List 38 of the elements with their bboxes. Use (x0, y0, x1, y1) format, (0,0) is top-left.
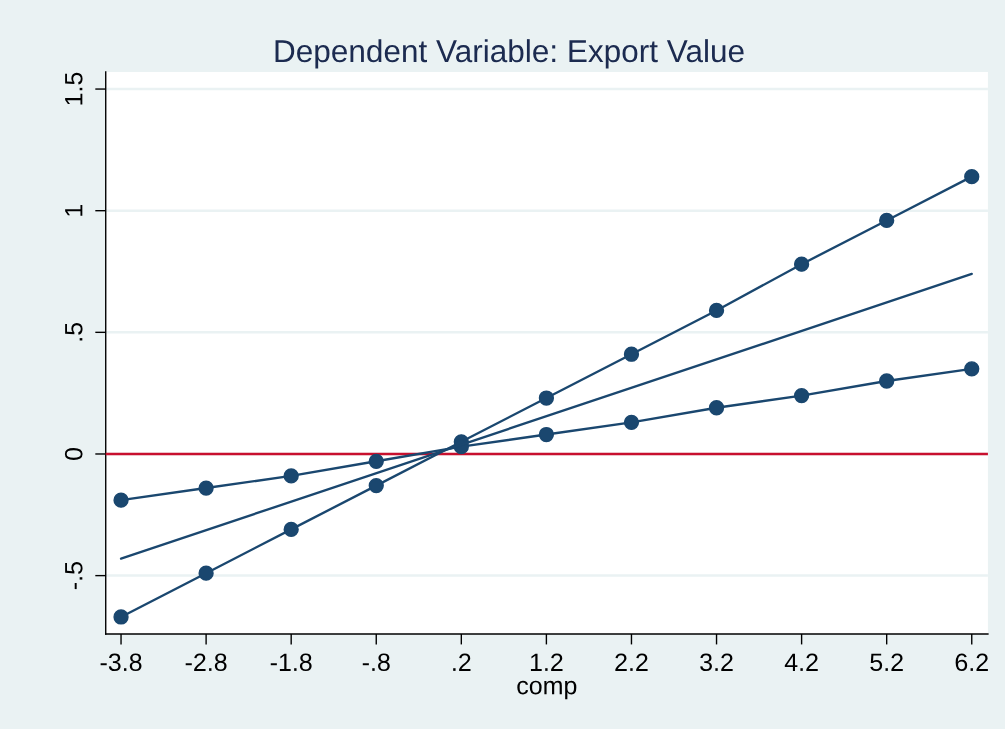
point (623, 346, 640, 362)
point (623, 414, 640, 430)
x-tick-label: 6.2 (955, 653, 988, 672)
x-tick-label: .2 (453, 653, 471, 671)
x-tick-label: -2.8 (185, 653, 227, 672)
y-tick-label: 0 (64, 448, 83, 460)
x-tick-label: 2.2 (615, 653, 648, 671)
point (198, 480, 214, 496)
x-tick-label: -1.8 (270, 653, 312, 672)
point (368, 477, 384, 494)
point (283, 521, 299, 538)
point (879, 373, 895, 389)
x-tick-label: -.8 (362, 653, 390, 672)
point (964, 168, 980, 185)
point (964, 361, 980, 377)
point (879, 212, 895, 229)
point (368, 453, 384, 469)
x-tick-label: 1.2 (530, 653, 563, 671)
x-tick-label: 3.2 (700, 653, 733, 672)
point (538, 426, 555, 443)
y-tick-label: 1 (65, 204, 83, 216)
x-tick-label: 4.2 (784, 653, 818, 671)
x-axis-title: comp (517, 680, 577, 700)
y-tick-label: -.5 (65, 562, 83, 590)
point (198, 565, 214, 581)
x-tick-label: 5.2 (870, 653, 903, 672)
chart-title: Dependent Variable: Export Value (275, 39, 744, 69)
point (113, 492, 129, 508)
y-tick-label: 1.5 (65, 72, 83, 105)
x-tick-label: -3.8 (100, 653, 142, 672)
point (283, 468, 299, 484)
point (538, 390, 555, 406)
point (793, 387, 810, 404)
point (708, 400, 725, 416)
y-tick-label: .5 (65, 322, 83, 341)
point (708, 302, 725, 319)
point (113, 609, 129, 625)
point (793, 256, 810, 272)
